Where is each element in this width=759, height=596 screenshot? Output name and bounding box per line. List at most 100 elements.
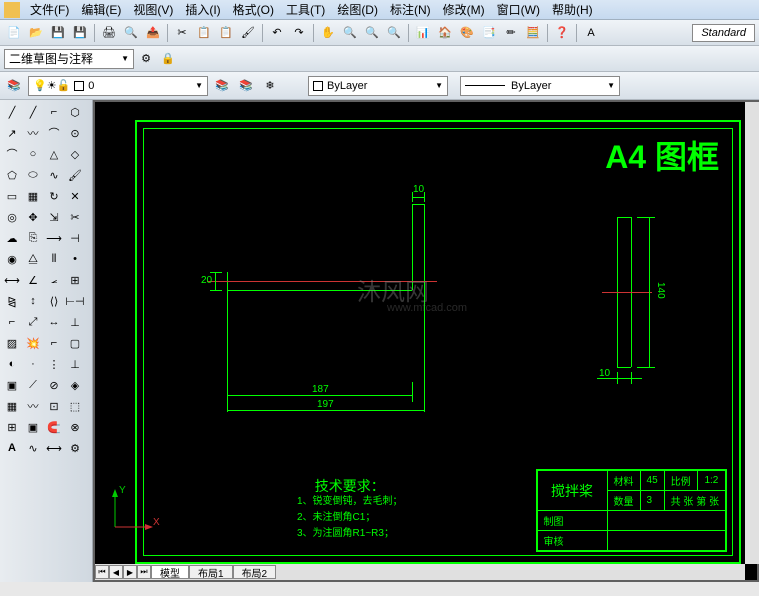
menu-edit[interactable]: 编辑(E) <box>75 0 127 20</box>
tab-first-button[interactable]: ⏮ <box>95 565 109 579</box>
saveas-button[interactable]: 💾 <box>70 23 90 43</box>
gradient-tool[interactable]: ◐ <box>2 354 22 374</box>
break-tool[interactable]: ⊢⊣ <box>65 291 85 311</box>
fillet-tool[interactable]: ⌐ <box>2 312 22 332</box>
ellipse-tool[interactable]: ⬭ <box>23 165 43 185</box>
zoom-button[interactable]: 🔍 <box>340 23 360 43</box>
polygon-tool[interactable]: ⬡ <box>65 102 85 122</box>
menu-file[interactable]: 文件(F) <box>24 0 75 20</box>
triangle-tool[interactable]: △ <box>44 144 64 164</box>
magnet-tool[interactable]: 🧲 <box>44 417 64 437</box>
markup-button[interactable]: ✏ <box>501 23 521 43</box>
snap-tool[interactable]: ⊙ <box>65 123 85 143</box>
tab-layout2[interactable]: 布局2 <box>233 565 277 579</box>
menu-window[interactable]: 窗口(W) <box>491 0 546 20</box>
menu-help[interactable]: 帮助(H) <box>546 0 599 20</box>
move-tool[interactable]: ✥ <box>23 207 43 227</box>
arc-tool[interactable]: ⌒ <box>2 144 22 164</box>
menu-modify[interactable]: 修改(M) <box>437 0 491 20</box>
center-tool[interactable]: ⊥ <box>65 312 85 332</box>
horizontal-scrollbar[interactable]: ⏮ ◀ ▶ ⏭ 模型 布局1 布局2 <box>95 564 745 580</box>
angle-tool[interactable]: ⦟ <box>44 270 64 290</box>
xline-tool[interactable]: ╱ <box>23 102 43 122</box>
donut-tool[interactable]: ◎ <box>2 207 22 227</box>
zoom-prev-button[interactable]: 🔍 <box>384 23 404 43</box>
props-button[interactable]: 📊 <box>413 23 433 43</box>
publish-button[interactable]: 📤 <box>143 23 163 43</box>
hatch-tool[interactable]: ▨ <box>2 333 22 353</box>
layer-manager-button[interactable]: 📚 <box>4 76 24 96</box>
menu-view[interactable]: 视图(V) <box>127 0 179 20</box>
menu-format[interactable]: 格式(O) <box>227 0 280 20</box>
save-button[interactable]: 💾 <box>48 23 68 43</box>
grid-tool[interactable]: ▦ <box>23 186 43 206</box>
color-dropdown[interactable]: ByLayer ▼ <box>308 76 448 96</box>
pline-tool[interactable]: ⌐ <box>44 102 64 122</box>
layer-iso-button[interactable]: 📚 <box>236 76 256 96</box>
curve-tool[interactable]: ∿ <box>44 165 64 185</box>
quickcalc-button[interactable]: 🧮 <box>523 23 543 43</box>
arc-spline-tool[interactable]: ⌒ <box>44 123 64 143</box>
table-tool[interactable]: ⊞ <box>2 417 22 437</box>
point-tool[interactable]: · <box>23 354 43 374</box>
layer-prev-button[interactable]: 📚 <box>212 76 232 96</box>
spline-tool[interactable]: 〰 <box>23 123 43 143</box>
chamfer-tool[interactable]: ⌐ <box>44 333 64 353</box>
workspace-lock-button[interactable]: 🔒 <box>158 49 178 69</box>
zoom-window-button[interactable]: 🔍 <box>362 23 382 43</box>
line-tool[interactable]: ╱ <box>2 102 22 122</box>
brush-tool[interactable]: 🖌 <box>65 165 85 185</box>
dim-tool[interactable]: ⟷ <box>44 438 64 458</box>
menu-dimension[interactable]: 标注(N) <box>384 0 437 20</box>
textstyle-button[interactable]: A <box>581 23 601 43</box>
redo-button[interactable]: ↷ <box>289 23 309 43</box>
stretch-tool[interactable]: ↔ <box>44 312 64 332</box>
bracket-tool[interactable]: ⟨⟩ <box>44 291 64 311</box>
x-tool[interactable]: ✕ <box>65 186 85 206</box>
menu-tools[interactable]: 工具(T) <box>280 0 331 20</box>
help-button[interactable]: ❓ <box>552 23 572 43</box>
misc-tool-1[interactable]: ◇ <box>65 144 85 164</box>
circle-tool[interactable]: ○ <box>23 144 43 164</box>
textstyle-dropdown[interactable]: Standard <box>692 24 755 42</box>
ring-tool[interactable]: ◉ <box>2 249 22 269</box>
dim-angle-tool[interactable]: ∠ <box>23 270 43 290</box>
match-button[interactable]: 🖌 <box>238 23 258 43</box>
wave-tool[interactable]: 〰 <box>23 396 43 416</box>
scale-tool[interactable]: ⤢ <box>23 312 43 332</box>
wave2-tool[interactable]: ∿ <box>23 438 43 458</box>
trim-tool[interactable]: ✂ <box>65 207 85 227</box>
settings-tool[interactable]: ⚙ <box>65 438 85 458</box>
mirror-tool[interactable]: ⧋ <box>23 249 43 269</box>
nearest-tool[interactable]: ⊡ <box>44 396 64 416</box>
paste-button[interactable]: 📋 <box>216 23 236 43</box>
layer-dropdown[interactable]: 💡 ☀ 🔓 0 ▼ <box>28 76 208 96</box>
perp-tool[interactable]: ⊥ <box>65 354 85 374</box>
text-tool[interactable]: A <box>2 438 22 458</box>
undo-button[interactable]: ↶ <box>267 23 287 43</box>
menu-draw[interactable]: 绘图(D) <box>331 0 384 20</box>
shrink-tool[interactable]: ⇲ <box>44 207 64 227</box>
copy-button[interactable]: 📋 <box>194 23 214 43</box>
tab-model[interactable]: 模型 <box>151 565 189 579</box>
workspace-settings-button[interactable]: ⚙ <box>136 49 156 69</box>
revcloud-tool[interactable]: ☁ <box>2 228 22 248</box>
toolpalettes-button[interactable]: 🎨 <box>457 23 477 43</box>
offset-tool[interactable]: ⫴ <box>44 249 64 269</box>
join-tool[interactable]: ⟋ <box>23 375 43 395</box>
tab-last-button[interactable]: ⏭ <box>137 565 151 579</box>
pentagon-tool[interactable]: ⬠ <box>2 165 22 185</box>
boundary-tool[interactable]: ▣ <box>2 375 22 395</box>
dim-linear-tool[interactable]: ⟷ <box>2 270 22 290</box>
divide-tool[interactable]: ⋮ <box>44 354 64 374</box>
copy2-tool[interactable]: ⎘ <box>23 228 43 248</box>
layer-freeze-button[interactable]: ❄ <box>260 76 280 96</box>
extend-tool[interactable]: ⟶ <box>44 228 64 248</box>
tab-prev-button[interactable]: ◀ <box>109 565 123 579</box>
open-button[interactable]: 📂 <box>26 23 46 43</box>
tab-layout1[interactable]: 布局1 <box>189 565 233 579</box>
rotate-tool[interactable]: ↻ <box>44 186 64 206</box>
menu-insert[interactable]: 插入(I) <box>179 0 226 20</box>
preview-button[interactable]: 🔍 <box>121 23 141 43</box>
dot-tool[interactable]: • <box>65 249 85 269</box>
